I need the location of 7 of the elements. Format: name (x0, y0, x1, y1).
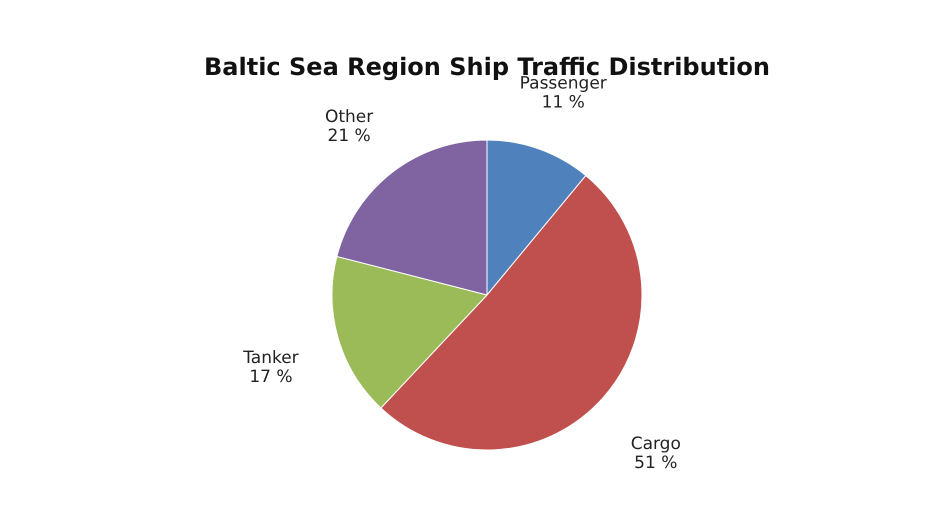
slice-label: Cargo (630, 434, 681, 454)
slice-label: Tanker (242, 348, 299, 368)
data-label: 11 % (542, 92, 585, 112)
slice-label: Other (324, 107, 374, 128)
data-label: 21 % (327, 126, 371, 146)
data-label: 51 % (634, 452, 678, 473)
data-label: 17 % (249, 366, 293, 387)
